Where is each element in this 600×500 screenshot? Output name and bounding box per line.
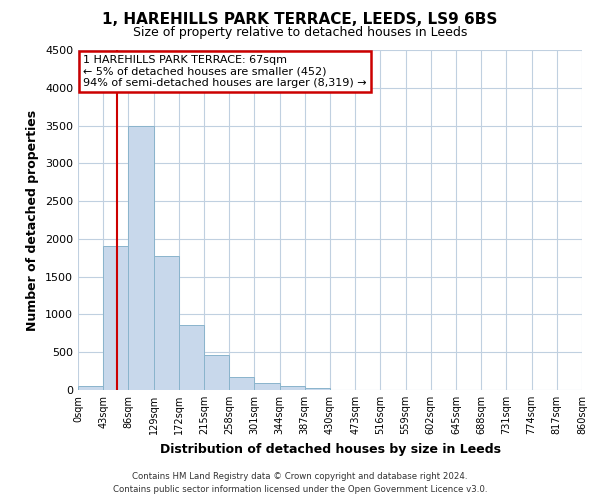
Bar [305,388,330,390]
Text: Size of property relative to detached houses in Leeds: Size of property relative to detached ho… [133,26,467,39]
Bar [204,355,229,390]
Bar [103,246,128,390]
Text: 1, HAREHILLS PARK TERRACE, LEEDS, LS9 6BS: 1, HAREHILLS PARK TERRACE, LEEDS, LS9 6B… [103,12,497,28]
X-axis label: Distribution of detached houses by size in Leeds: Distribution of detached houses by size … [160,442,500,456]
Bar [179,325,204,390]
Bar [254,383,280,390]
Bar [280,386,305,390]
Bar [128,126,154,390]
Bar [154,256,179,390]
Text: 1 HAREHILLS PARK TERRACE: 67sqm
← 5% of detached houses are smaller (452)
94% of: 1 HAREHILLS PARK TERRACE: 67sqm ← 5% of … [83,55,367,88]
Text: Contains HM Land Registry data © Crown copyright and database right 2024.
Contai: Contains HM Land Registry data © Crown c… [113,472,487,494]
Bar [78,386,103,390]
Bar [229,377,254,390]
Y-axis label: Number of detached properties: Number of detached properties [26,110,40,330]
